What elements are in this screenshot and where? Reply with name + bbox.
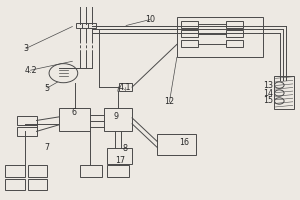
Bar: [158, 134, 196, 155]
Bar: [118, 83, 132, 91]
Text: 12: 12: [164, 97, 175, 106]
Bar: [82, 23, 90, 28]
Bar: [107, 165, 129, 177]
Bar: [5, 179, 25, 190]
Bar: [226, 40, 243, 47]
Text: 4.1: 4.1: [118, 83, 131, 92]
Bar: [274, 76, 294, 109]
Bar: [182, 21, 198, 28]
Bar: [88, 23, 96, 28]
Text: 9: 9: [113, 112, 118, 121]
Bar: [104, 108, 132, 131]
Text: 4.2: 4.2: [24, 66, 37, 75]
Text: 14: 14: [263, 89, 273, 98]
Bar: [59, 108, 90, 131]
Text: 17: 17: [115, 156, 125, 165]
Text: 15: 15: [263, 96, 273, 105]
Bar: [5, 165, 25, 177]
Text: 3: 3: [24, 44, 28, 53]
Bar: [17, 116, 37, 125]
Bar: [182, 40, 198, 47]
Text: 5: 5: [44, 84, 50, 93]
Bar: [182, 30, 198, 37]
Text: 6: 6: [71, 108, 76, 117]
Text: 8: 8: [122, 144, 127, 153]
Text: 16: 16: [179, 138, 189, 147]
Bar: [17, 127, 37, 136]
Bar: [28, 179, 47, 190]
Bar: [80, 165, 102, 177]
Bar: [107, 148, 132, 164]
Bar: [76, 23, 84, 28]
Text: 7: 7: [44, 143, 50, 152]
Bar: [226, 30, 243, 37]
Text: 13: 13: [263, 81, 273, 90]
Bar: [177, 17, 263, 57]
Bar: [226, 21, 243, 28]
Text: 10: 10: [145, 15, 155, 24]
Bar: [28, 165, 47, 177]
